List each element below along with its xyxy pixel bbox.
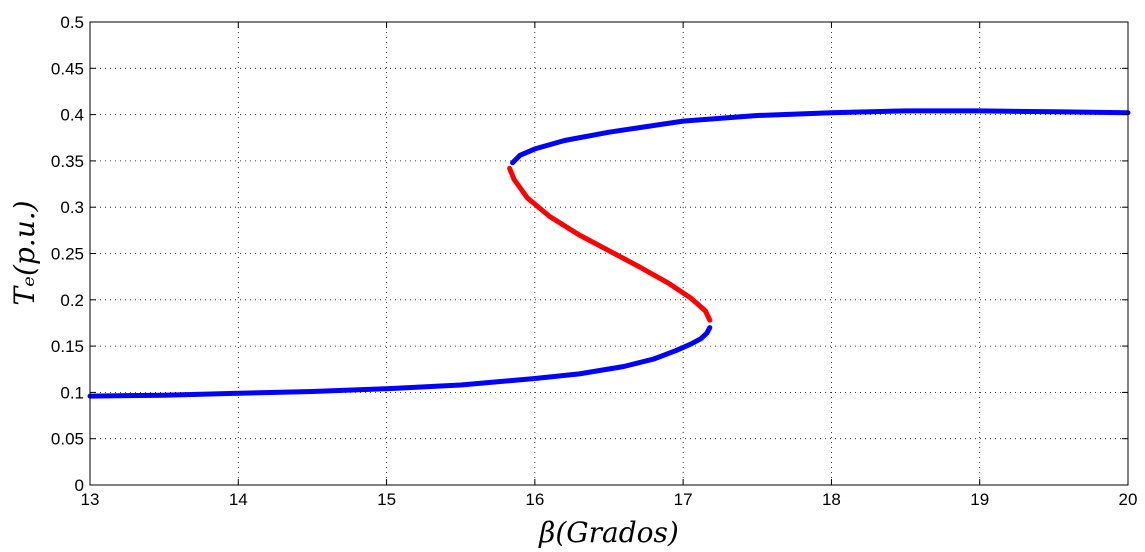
x-tick-label: 18 [822,490,841,509]
y-tick-label: 0.1 [60,383,84,402]
x-tick-label: 17 [674,490,693,509]
series-line-0 [87,325,713,399]
y-tick-label: 0.5 [60,13,84,32]
x-tick-label: 15 [377,490,396,509]
x-axis-label: β(Grados) [538,516,679,549]
series-line-1 [507,165,713,323]
x-tick-label: 14 [229,490,248,509]
y-tick-label: 0.15 [51,337,84,356]
x-tick-label: 13 [81,490,100,509]
x-tick-label: 20 [1119,490,1138,509]
y-tick-label: 0.2 [60,291,84,310]
y-tick-label: 0.35 [51,152,84,171]
tick-labels: 13 14 15 16 17 18 19 20 0 0.05 0.1 0.15 0.2 0.25 0.3 0.… [51,13,1138,509]
y-axis-label: Tₑ(p.u.) [8,200,41,305]
series-line-2 [510,108,1131,166]
y-tick-label: 0.4 [60,106,84,125]
y-tick-label: 0.25 [51,245,84,264]
y-tick-label: 0.45 [51,59,84,78]
ticks [89,21,1129,486]
y-tick-label: 0.3 [60,198,84,217]
x-tick-label: 16 [525,490,544,509]
series-layer [87,108,1131,399]
y-tick-label: 0 [75,476,84,495]
x-tick-label: 19 [970,490,989,509]
y-tick-label: 0.05 [51,430,84,449]
